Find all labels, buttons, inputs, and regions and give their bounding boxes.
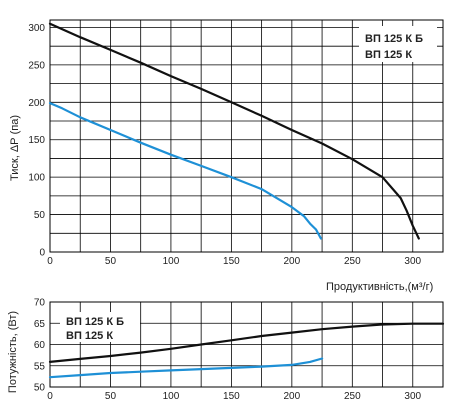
pressure-series-vp125kb-line <box>48 101 322 240</box>
pressure-y-tick-label: 200 <box>28 98 45 109</box>
pressure-series-vp125k-line <box>48 22 420 240</box>
power-series-vp125kb-line <box>48 357 324 379</box>
power-legend: ВП 125 К Б ВП 125 К <box>60 312 140 342</box>
power-legend-box <box>60 312 140 342</box>
power-y-tick-label: 65 <box>34 319 46 330</box>
power-x-tick-label: 300 <box>404 391 421 402</box>
pressure-y-tick-label: 300 <box>28 23 45 34</box>
power-x-tick-label: 100 <box>163 391 180 402</box>
pressure-legend-entry-kb: ВП 125 К Б <box>365 33 423 45</box>
power-x-tick-label: 200 <box>284 391 301 402</box>
pressure-legend-entry-k: ВП 125 К <box>365 49 412 61</box>
pressure-y-tick-label: 50 <box>34 210 46 221</box>
power-y-tick-label: 55 <box>34 361 46 372</box>
power-x-tick-label: 250 <box>344 391 361 402</box>
power-chart-series <box>48 322 445 379</box>
pressure-y-tick-label: 100 <box>28 173 45 184</box>
power-x-tick-label: 50 <box>105 391 117 402</box>
x-axis-title-text: Продуктивність, <box>326 281 408 293</box>
power-x-tick-label: 0 <box>47 391 53 402</box>
pressure-y-tick-label: 150 <box>28 135 45 146</box>
power-x-tick-label: 150 <box>223 391 240 402</box>
pressure-y-axis-title: Тиск, ΔР (па) <box>9 115 21 181</box>
pressure-x-tick-label: 250 <box>344 256 361 267</box>
pressure-legend: ВП 125 К Б ВП 125 К <box>359 26 437 62</box>
power-y-axis-title: Потужність, (Вт) <box>7 311 19 393</box>
pressure-plot-frame <box>49 19 444 253</box>
pressure-x-tick-label: 200 <box>284 256 301 267</box>
power-y-tick-label: 50 <box>34 383 46 394</box>
x-axis-title-unit: (м³/г) <box>408 281 434 293</box>
pressure-y-tick-label: 0 <box>39 248 45 259</box>
pressure-chart-series <box>48 22 420 240</box>
pressure-legend-box <box>359 26 437 62</box>
power-y-tick-label: 70 <box>34 298 46 309</box>
power-y-tick-label: 60 <box>34 340 46 351</box>
pressure-x-tick-label: 0 <box>47 256 53 267</box>
power-legend-entry-k: ВП 125 К <box>66 330 113 342</box>
pressure-x-tick-label: 300 <box>404 256 421 267</box>
pressure-y-tick-label: 250 <box>28 60 45 71</box>
pressure-x-tick-label: 50 <box>105 256 117 267</box>
power-series-vp125k-line <box>48 322 445 363</box>
pressure-x-tick-label: 150 <box>223 256 240 267</box>
pressure-x-tick-label: 100 <box>163 256 180 267</box>
pressure-chart-ticks: 0 50 100 150 200 250 300 0 50 100 150 200 250 300 <box>28 23 421 267</box>
pressure-x-axis-title: Продуктивність,(м³/г) <box>326 281 433 293</box>
power-legend-entry-kb: ВП 125 К Б <box>66 316 124 328</box>
